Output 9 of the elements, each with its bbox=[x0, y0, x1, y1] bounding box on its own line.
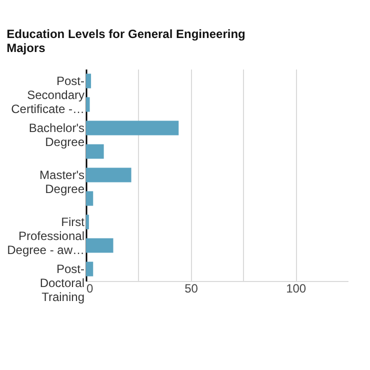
y-tick-label: Post-Secondary Certificate -… bbox=[11, 74, 84, 116]
y-tick-label: Bachelor's Degree bbox=[28, 120, 85, 149]
chart-title: Education Levels for General Engineering Majors bbox=[6, 27, 246, 55]
x-tick-label: 0 bbox=[86, 282, 94, 296]
y-tick-label: Master's Degree bbox=[40, 168, 85, 196]
y-tick-label: Post-Doctoral Training bbox=[40, 262, 84, 304]
x-tick-label: 100 bbox=[286, 282, 306, 296]
x-tick-label: 50 bbox=[184, 282, 198, 296]
y-tick-label: First Professional Degree - aw… bbox=[7, 215, 86, 258]
